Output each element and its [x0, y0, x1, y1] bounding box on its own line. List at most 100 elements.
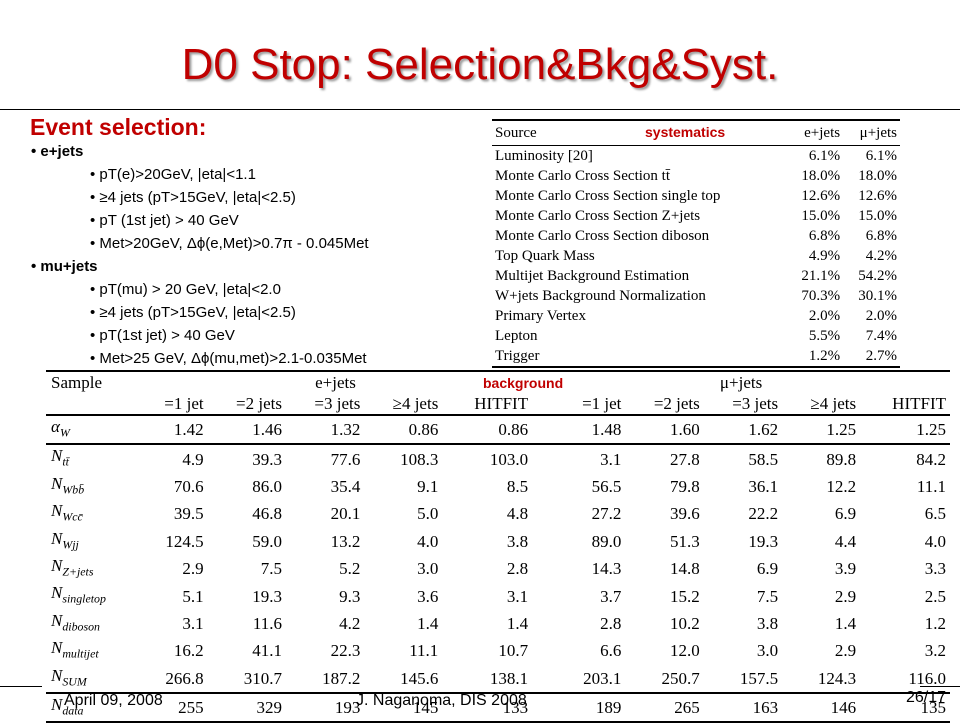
row-value: 2.5 — [924, 586, 946, 606]
row-label-base: N — [51, 638, 63, 658]
row-value: 27.8 — [670, 449, 700, 469]
cut-text: ≥4 jets (pT>15GeV, |eta|<2.5) — [99, 189, 296, 206]
row-value: 7.5 — [260, 559, 282, 579]
row-value: 16.2 — [173, 641, 204, 661]
row-value: 108.3 — [400, 449, 439, 469]
background-row: NSUM 266.8 310.7 187.2 145.6 138.1 203.1 250.7 1… — [46, 665, 950, 693]
cut-text: pT (1st jet) > 40 GeV — [99, 212, 239, 229]
row-label-base: N — [51, 446, 63, 466]
sample-label: Sample — [51, 373, 102, 392]
row-value: 86.0 — [252, 476, 282, 496]
row-value: 163 — [752, 698, 779, 718]
row-value: 35.4 — [330, 476, 361, 496]
row-label-sub: diboson — [62, 619, 101, 634]
row-value: 7.5 — [756, 586, 779, 606]
background-tag: background — [483, 375, 564, 391]
row-value: 3.6 — [417, 586, 439, 606]
row-value: 1.32 — [330, 420, 361, 440]
systematics-header-mujets: μ+jets — [859, 125, 897, 141]
row-value: 157.5 — [739, 668, 779, 688]
row-value: 9.1 — [417, 476, 439, 496]
row-value: 39.6 — [670, 504, 700, 524]
row-value: 3.1 — [506, 586, 529, 606]
background-row: NWjj 124.5 59.0 13.2 4.0 3.8 89.0 51.3 19.3 4.4 4.… — [46, 528, 950, 555]
cut-item: • ≥4 jets (pT>15GeV, |eta|<2.5) — [90, 304, 296, 321]
column-header: =1 jet — [164, 394, 204, 413]
systematics-ejets-value: 18.0% — [801, 168, 841, 184]
row-value: 58.5 — [748, 449, 779, 469]
row-label: NWbb̄ — [46, 473, 139, 500]
systematics-mujets-value: 18.0% — [858, 168, 897, 184]
column-header: =3 jets — [314, 394, 361, 413]
row-value: 310.7 — [243, 668, 282, 688]
systematics-row: Multijet Background Estimation 21.1% 54.2% — [492, 266, 900, 286]
systematics-source: Luminosity [20] — [495, 148, 593, 164]
background-table: Sample e+jets μ+jets =1 jet =2 jets =3 jet… — [46, 372, 950, 721]
systematics-source: W+jets Background Normalization — [495, 288, 706, 304]
row-value: 0.86 — [408, 420, 439, 440]
row-label: NWcc̄ — [46, 500, 139, 527]
row-value: 187.2 — [322, 668, 361, 688]
systematics-row: Trigger 1.2% 2.7% — [492, 346, 900, 366]
row-value: 15.2 — [670, 586, 700, 606]
systematics-row: Monte Carlo Cross Section tt̄ 18.0% 18.0% — [492, 166, 900, 186]
row-label-base: α — [51, 417, 60, 436]
row-label-sub: multijet — [62, 646, 99, 661]
row-label-base: N — [51, 555, 63, 575]
row-value: 255 — [178, 698, 204, 718]
systematics-mujets-value: 6.1% — [865, 148, 897, 164]
row-label: Ndata — [46, 693, 139, 721]
row-value: 5.0 — [417, 504, 439, 524]
cut-text: Met>20GeV, Δϕ(e,Met)>0.7π - 0.045Met — [99, 235, 369, 252]
systematics-row: Monte Carlo Cross Section diboson 6.8% 6.8… — [492, 226, 900, 246]
column-header: =1 jet — [582, 394, 622, 413]
row-label-sub: Wjj — [62, 536, 79, 551]
row-value: 39.3 — [252, 449, 282, 469]
background-row: Ntt̄ 4.9 39.3 77.6 108.3 103.0 3.1 27.8 58.5 89.8… — [46, 444, 950, 472]
row-value: 145 — [412, 698, 439, 718]
column-header: =3 jets — [732, 394, 779, 413]
systematics-ejets-value: 4.9% — [808, 248, 841, 264]
row-value: 3.7 — [600, 586, 622, 606]
row-label: αW — [46, 415, 139, 444]
row-value: 2.9 — [834, 641, 857, 661]
systematics-mujets-value: 7.4% — [865, 328, 897, 344]
cut-text: pT(mu) > 20 GeV, |eta|<2.0 — [99, 281, 281, 298]
systematics-source: Monte Carlo Cross Section tt̄ — [495, 168, 670, 184]
footer-author: J. Naganoma, DIS 2008 — [356, 692, 527, 709]
row-value: 6.9 — [834, 504, 857, 524]
row-value: 79.8 — [670, 476, 700, 496]
footer-divider-left — [0, 686, 42, 687]
systematics-header-source: Source — [495, 125, 537, 141]
systematics-source: Monte Carlo Cross Section single top — [495, 188, 721, 204]
row-value: 59.0 — [252, 531, 282, 551]
row-value: 84.2 — [916, 449, 946, 469]
cut-item: • ≥4 jets (pT>15GeV, |eta|<2.5) — [90, 189, 296, 206]
systematics-source: Trigger — [495, 348, 540, 364]
row-value: 19.3 — [748, 531, 779, 551]
row-value: 103.0 — [489, 449, 529, 469]
background-row: NWcc̄ 39.5 46.8 20.1 5.0 4.8 27.2 39.6 22.2 6.9 6.… — [46, 500, 950, 527]
row-label-base: N — [51, 583, 63, 603]
row-value: 8.5 — [506, 476, 529, 496]
row-value: 189 — [595, 698, 622, 718]
row-value: 1.25 — [916, 420, 946, 440]
systematics-ejets-value: 21.1% — [801, 268, 841, 284]
row-value: 1.4 — [506, 613, 529, 633]
background-row: Ndata 255 329 193 145 133 189 265 163 146 135 — [46, 692, 950, 721]
row-value: 266.8 — [165, 668, 204, 688]
row-value: 116.0 — [908, 668, 946, 688]
row-value: 46.8 — [252, 504, 282, 524]
row-value: 3.1 — [600, 449, 622, 469]
systematics-table-box: Source e+jets μ+jets Luminosity [20] 6.1%… — [492, 119, 900, 368]
row-label-sub: Wbb̄ — [62, 482, 85, 497]
row-value: 203.1 — [583, 668, 622, 688]
row-value: 6.6 — [600, 641, 622, 661]
row-label-base: N — [51, 473, 63, 493]
row-value: 124.5 — [165, 531, 204, 551]
systematics-source: Multijet Background Estimation — [495, 268, 690, 284]
row-value: 20.1 — [330, 504, 361, 524]
systematics-ejets-value: 6.8% — [808, 228, 841, 244]
row-value: 1.42 — [173, 420, 204, 440]
row-value: 10.2 — [670, 613, 700, 633]
